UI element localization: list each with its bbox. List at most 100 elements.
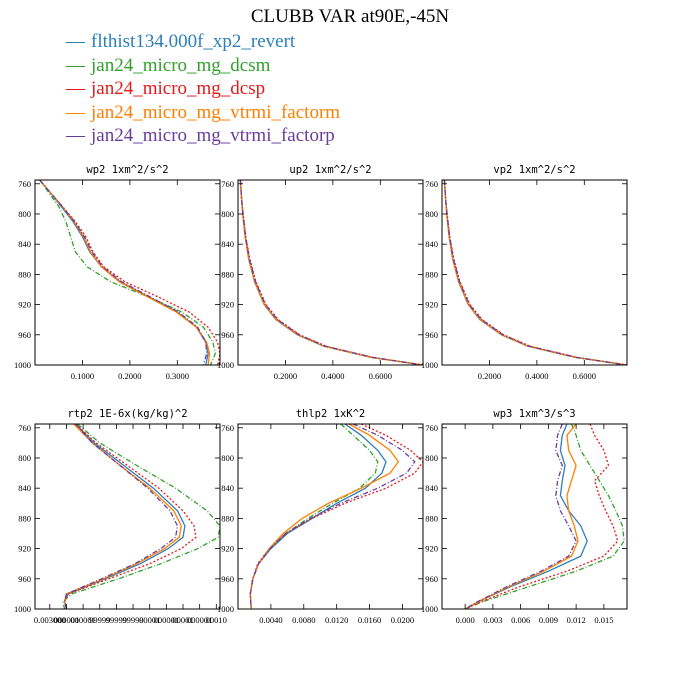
x-tick-label: 0.003000 — [34, 615, 66, 625]
y-tick-label: 760 — [18, 423, 31, 433]
series-line — [239, 180, 423, 365]
legend-item: — jan24_micro_mg_dcsm — [66, 54, 340, 78]
x-tick-label: 99999 — [89, 615, 110, 625]
plot-frame — [237, 423, 424, 610]
y-tick-label: 920 — [221, 300, 234, 310]
y-tick-label: 960 — [18, 330, 31, 340]
y-tick-label: 800 — [18, 453, 31, 463]
plot-frame — [34, 423, 221, 610]
legend-item: — flthist134.000f_xp2_revert — [66, 30, 340, 54]
y-tick-label: 960 — [221, 330, 234, 340]
y-tick-label: 920 — [18, 300, 31, 310]
y-tick-label: 920 — [425, 544, 438, 554]
panel-1: wp2 1xm^2/s^2 760 800 840 880 920 960 1000 0.100… — [14, 164, 221, 381]
panel-title: thlp2 1xK^2 — [296, 408, 366, 420]
chart-title: CLUBB VAR at90E,-45N — [250, 6, 450, 27]
y-tick-label: 760 — [425, 423, 438, 433]
y-tick-label: 880 — [18, 269, 31, 279]
legend-label: jan24_micro_mg_dcsm — [91, 54, 271, 76]
y-tick-label: 880 — [425, 513, 438, 523]
series-line — [443, 180, 627, 365]
x-tick-label: 0.0200 — [391, 615, 414, 625]
y-tick-label: 960 — [221, 574, 234, 584]
series-line — [63, 424, 182, 609]
series-line — [464, 424, 579, 609]
series-line — [443, 180, 627, 365]
y-tick-label: 960 — [425, 330, 438, 340]
series-line — [249, 424, 387, 609]
legend-label: flthist134.000f_xp2_revert — [91, 31, 296, 52]
y-tick-label: 760 — [18, 179, 31, 189]
y-tick-label: 800 — [221, 453, 234, 463]
x-tick-label: 0.6000 — [369, 371, 392, 381]
series-line — [62, 424, 220, 609]
legend: — flthist134.000f_xp2_revert — jan24_micro… — [66, 30, 340, 148]
y-tick-label: 1000 — [421, 604, 438, 614]
legend-label: jan24_micro_mg_vtrmi_factorp — [91, 125, 335, 146]
y-tick-label: 920 — [18, 544, 31, 554]
panel-6: wp3 1xm^3/s^3 760 800 840 880 920 960 1000 0.000… — [421, 408, 628, 625]
x-tick-label: 0.015 — [594, 615, 613, 625]
series-line — [239, 180, 423, 365]
series-line — [464, 424, 625, 609]
x-tick-label: 0.0160 — [358, 615, 381, 625]
y-tick-label: 800 — [18, 209, 31, 219]
y-tick-label: 880 — [425, 269, 438, 279]
x-tick-label: 99999 — [122, 615, 143, 625]
y-tick-label: 1000 — [14, 360, 31, 370]
series-line — [63, 424, 179, 609]
series-line — [63, 424, 197, 609]
plot-frame — [441, 179, 628, 366]
series-line — [39, 180, 211, 365]
x-tick-label: 0.0120 — [325, 615, 348, 625]
series-line — [39, 180, 208, 365]
panel-title: vp2 1xm^2/s^2 — [493, 164, 575, 176]
x-tick-label: 000001 — [154, 615, 180, 625]
x-tick-label: 0.012 — [567, 615, 586, 625]
series-line — [249, 424, 423, 609]
x-tick-label: 0.0040 — [259, 615, 282, 625]
plot-frame — [34, 179, 221, 366]
y-tick-label: 1000 — [217, 360, 234, 370]
y-tick-label: 840 — [18, 239, 31, 249]
y-tick-label: 1000 — [14, 604, 31, 614]
series-line — [443, 180, 627, 365]
panel-title: wp3 1xm^3/s^3 — [493, 408, 575, 420]
y-tick-label: 840 — [425, 483, 438, 493]
series-line — [239, 180, 423, 365]
panel-3: vp2 1xm^2/s^2 760 800 840 880 920 960 1000 0.200… — [421, 164, 628, 381]
y-tick-label: 840 — [221, 483, 234, 493]
series-line — [249, 424, 400, 609]
y-tick-label: 800 — [425, 453, 438, 463]
plot-frame — [441, 423, 628, 610]
x-tick-label: 00010 — [206, 615, 227, 625]
legend-item: — jan24_micro_mg_vtrmi_factorm — [66, 101, 340, 125]
legend-dash: — — [66, 54, 85, 76]
plot-frame — [237, 179, 424, 366]
y-tick-label: 800 — [221, 209, 234, 219]
y-tick-label: 840 — [221, 239, 234, 249]
x-tick-label: 000001 — [187, 615, 213, 625]
y-tick-label: 920 — [425, 300, 438, 310]
x-tick-label: 000001 — [70, 615, 96, 625]
x-tick-label: 0.000 — [456, 615, 475, 625]
series-line — [63, 424, 186, 609]
legend-label: jan24_micro_mg_vtrmi_factorm — [91, 101, 341, 123]
panel-title: rtp2 1E-6x(kg/kg)^2 — [67, 408, 187, 420]
x-tick-label: 0.6000 — [573, 371, 596, 381]
y-tick-label: 760 — [221, 423, 234, 433]
series-line — [239, 180, 423, 365]
series-line — [39, 180, 220, 365]
series-line — [39, 180, 209, 365]
y-tick-label: 920 — [221, 544, 234, 554]
x-tick-label: 0.1000 — [71, 371, 94, 381]
y-tick-label: 1000 — [217, 604, 234, 614]
x-tick-label: 0.009 — [539, 615, 558, 625]
y-tick-label: 960 — [425, 574, 438, 584]
y-tick-label: 880 — [221, 513, 234, 523]
y-tick-label: 760 — [221, 179, 234, 189]
x-tick-label: 99999 — [106, 615, 127, 625]
panel-2: up2 1xm^2/s^2 760 800 840 880 920 960 1000 0.200… — [217, 164, 424, 381]
legend-dash: — — [66, 78, 85, 99]
